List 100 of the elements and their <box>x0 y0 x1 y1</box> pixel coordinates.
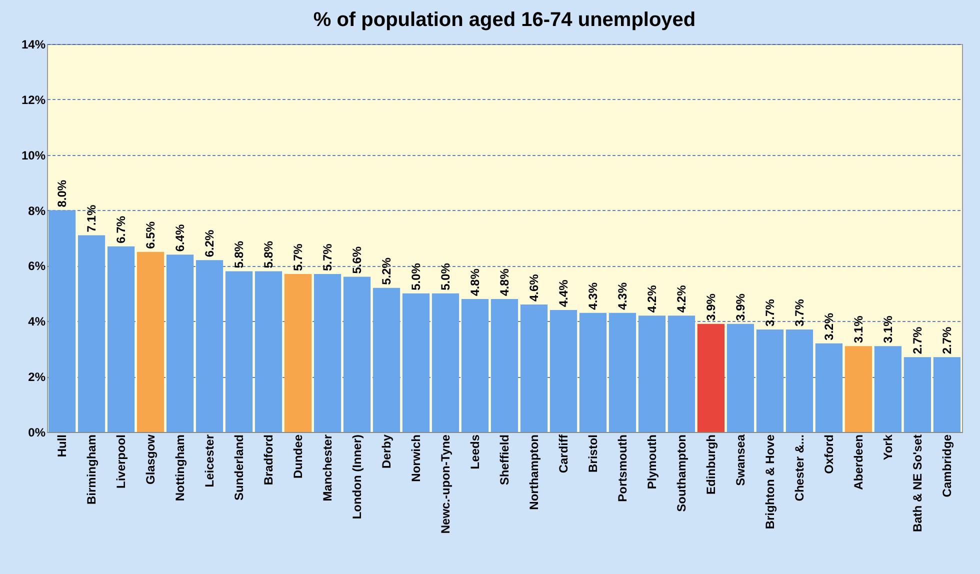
bar <box>668 316 696 432</box>
x-tick-label: Chester &... <box>792 434 806 502</box>
y-tick-label: 4% <box>28 314 46 329</box>
data-label: 2.7% <box>940 326 954 354</box>
y-tick-label: 0% <box>28 426 46 440</box>
data-label: 4.3% <box>615 282 630 310</box>
x-tick-label: Northampton <box>526 434 541 510</box>
x-tick-label: Derby <box>380 434 394 469</box>
data-label: 4.2% <box>674 284 688 313</box>
x-tick-label: Dundee <box>291 434 306 479</box>
x-tick-label: Manchester <box>320 434 335 502</box>
x-tick-label: Norwich <box>409 434 424 482</box>
bar <box>490 298 518 432</box>
bar <box>786 329 814 432</box>
data-label: 4.8% <box>468 268 482 296</box>
data-label: 7.1% <box>84 204 99 232</box>
data-label: 3.1% <box>880 315 895 344</box>
data-label: 3.7% <box>762 298 777 326</box>
data-label: 3.7% <box>792 298 806 326</box>
y-tick-label: 2% <box>28 370 46 384</box>
data-label: 6.2% <box>202 229 217 258</box>
x-tick-label: Leicester <box>202 434 217 488</box>
bar <box>844 346 872 432</box>
x-tick-label: Brighton & Hove <box>762 434 777 530</box>
data-label: 5.2% <box>380 257 394 285</box>
x-tick-label: Hull <box>55 434 70 458</box>
bar <box>756 329 784 432</box>
bar <box>78 235 106 432</box>
data-label: 5.0% <box>438 262 453 290</box>
bar <box>48 210 76 432</box>
x-tick-label: Portsmouth <box>615 434 630 502</box>
bar <box>254 271 282 432</box>
bar <box>904 357 932 432</box>
x-tick-label: Plymouth <box>644 434 659 490</box>
data-label: 5.8% <box>232 240 246 268</box>
bar <box>432 293 460 432</box>
data-label: 5.0% <box>409 262 424 290</box>
x-tick-label: Glasgow <box>144 434 158 485</box>
x-tick-label: Newc.-upon-Tyne <box>438 434 453 534</box>
bar <box>107 246 135 432</box>
bar <box>136 252 164 432</box>
data-label: 6.5% <box>144 221 158 249</box>
chart-title: % of population aged 16-74 unemployed <box>313 9 696 31</box>
x-tick-label: Cardiff <box>556 434 570 474</box>
data-label: 2.7% <box>910 326 924 354</box>
bar <box>815 343 843 432</box>
data-label: 5.6% <box>350 246 364 274</box>
data-label: 8.0% <box>55 180 70 208</box>
bar <box>874 346 902 432</box>
bar <box>343 276 371 432</box>
y-tick-label: 14% <box>21 38 46 52</box>
bar <box>933 357 961 432</box>
x-tick-label: Leeds <box>468 434 482 470</box>
x-tick-label: Liverpool <box>114 434 128 489</box>
x-tick-label: Swansea <box>733 434 748 486</box>
x-tick-label: Nottingham <box>173 434 188 502</box>
bar <box>697 324 725 432</box>
data-label: 5.8% <box>262 240 276 268</box>
x-tick-label: Oxford <box>822 434 836 474</box>
x-tick-label: Bath & NE So'set <box>910 434 924 532</box>
data-label: 4.8% <box>498 268 512 296</box>
bar <box>314 274 342 432</box>
bar <box>166 254 194 432</box>
bar <box>196 260 224 432</box>
data-label: 5.7% <box>291 243 306 272</box>
data-label: 4.4% <box>556 279 570 308</box>
x-tick-label: Cambridge <box>940 434 954 498</box>
bar <box>402 293 430 432</box>
bar <box>520 304 548 432</box>
y-tick-label: 10% <box>21 148 46 162</box>
data-label: 4.3% <box>586 282 600 310</box>
data-label: 4.6% <box>526 274 541 302</box>
x-tick-label: Bristol <box>586 434 600 473</box>
data-label: 6.4% <box>173 224 188 252</box>
bar <box>461 298 489 432</box>
data-label: 5.7% <box>320 243 335 272</box>
y-tick-label: 6% <box>28 259 46 274</box>
data-label: 6.7% <box>114 216 128 244</box>
data-label: 4.2% <box>644 284 659 313</box>
data-label: 3.9% <box>733 293 748 321</box>
data-label: 3.2% <box>822 312 836 340</box>
x-tick-label: Sheffield <box>498 434 512 486</box>
x-tick-label: Aberdeen <box>851 434 866 490</box>
bar <box>372 288 400 432</box>
x-tick-label: Sunderland <box>232 434 246 501</box>
bar <box>225 271 253 432</box>
y-tick-label: 12% <box>21 92 46 107</box>
y-tick-label: 8% <box>28 204 46 218</box>
bar <box>638 316 666 432</box>
x-tick-label: Birmingham <box>84 434 99 505</box>
bar <box>608 312 636 432</box>
bar <box>284 274 312 432</box>
x-tick-label: York <box>880 434 895 460</box>
bar <box>579 312 607 432</box>
x-tick-label: Edinburgh <box>704 434 718 494</box>
bar <box>550 310 578 432</box>
x-tick-label: Bradford <box>262 434 276 486</box>
x-tick-label: Southampton <box>674 434 688 512</box>
data-label: 3.1% <box>851 315 866 344</box>
data-label: 3.9% <box>704 293 718 321</box>
